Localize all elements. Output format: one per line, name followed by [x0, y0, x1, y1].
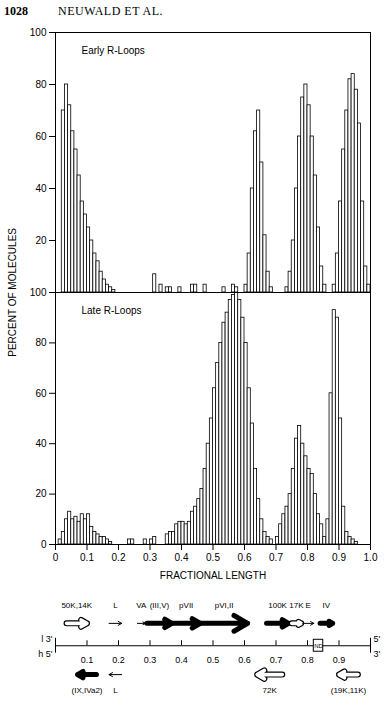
svg-text:(19K,11K): (19K,11K): [331, 686, 367, 695]
svg-text:0.7: 0.7: [270, 655, 283, 665]
svg-text:72K: 72K: [263, 686, 278, 695]
svg-text:(IX,IVa2): (IX,IVa2): [72, 686, 103, 695]
svg-text:VA: VA: [136, 601, 147, 610]
svg-text:Late R-Loops: Late R-Loops: [82, 305, 142, 316]
svg-text:20: 20: [35, 235, 47, 246]
svg-text:0.3: 0.3: [143, 552, 157, 563]
svg-text:ND: ND: [314, 643, 323, 649]
svg-text:80: 80: [35, 337, 47, 348]
svg-text:0.7: 0.7: [269, 552, 283, 563]
svg-text:IV: IV: [323, 601, 331, 610]
svg-text:0.6: 0.6: [238, 655, 251, 665]
svg-text:0.9: 0.9: [332, 552, 346, 563]
svg-text:0.4: 0.4: [175, 655, 188, 665]
svg-text:1.0: 1.0: [364, 552, 378, 563]
svg-text:0.2: 0.2: [112, 552, 126, 563]
svg-text:(III,V): (III,V): [150, 601, 170, 610]
svg-text:80: 80: [35, 79, 47, 90]
svg-text:17K: 17K: [289, 601, 304, 610]
svg-text:h 5': h 5': [38, 649, 53, 659]
svg-text:0: 0: [41, 539, 47, 550]
svg-text:100: 100: [30, 287, 47, 298]
svg-text:0.3: 0.3: [144, 655, 157, 665]
svg-text:0: 0: [53, 552, 59, 563]
svg-text:E: E: [306, 601, 311, 610]
svg-text:0.5: 0.5: [206, 552, 220, 563]
svg-text:50K,14K: 50K,14K: [61, 601, 92, 610]
svg-text:0.8: 0.8: [301, 655, 314, 665]
svg-text:L: L: [113, 601, 118, 610]
svg-text:l 3': l 3': [41, 634, 53, 644]
svg-text:0.4: 0.4: [175, 552, 189, 563]
svg-text:40: 40: [35, 438, 47, 449]
svg-text:100: 100: [30, 27, 47, 38]
svg-text:5': 5': [374, 634, 381, 644]
svg-text:L: L: [113, 686, 118, 695]
svg-text:100K: 100K: [268, 601, 287, 610]
html-text:NEUWALD ET AL.: NEUWALD ET AL.: [58, 4, 164, 18]
svg-text:20: 20: [35, 488, 47, 499]
svg-text:Early R-Loops: Early R-Loops: [82, 45, 145, 56]
svg-text:3': 3': [374, 649, 381, 659]
svg-text:0.9: 0.9: [333, 655, 346, 665]
html-text:PERCENT OF MOLECULES: PERCENT OF MOLECULES: [6, 227, 18, 357]
svg-text:0.6: 0.6: [238, 552, 252, 563]
svg-text:60: 60: [35, 131, 47, 142]
svg-text:0.5: 0.5: [207, 655, 220, 665]
svg-text:FRACTIONAL LENGTH: FRACTIONAL LENGTH: [160, 570, 266, 581]
svg-text:0.2: 0.2: [112, 655, 125, 665]
svg-text:pVI,II: pVI,II: [215, 601, 234, 610]
svg-text:60: 60: [35, 388, 47, 399]
svg-text:pVII: pVII: [179, 601, 193, 610]
svg-text:0.1: 0.1: [80, 552, 94, 563]
html-text:1028: 1028: [4, 4, 28, 18]
svg-text:0.1: 0.1: [81, 655, 94, 665]
svg-text:0.8: 0.8: [301, 552, 315, 563]
svg-text:40: 40: [35, 183, 47, 194]
